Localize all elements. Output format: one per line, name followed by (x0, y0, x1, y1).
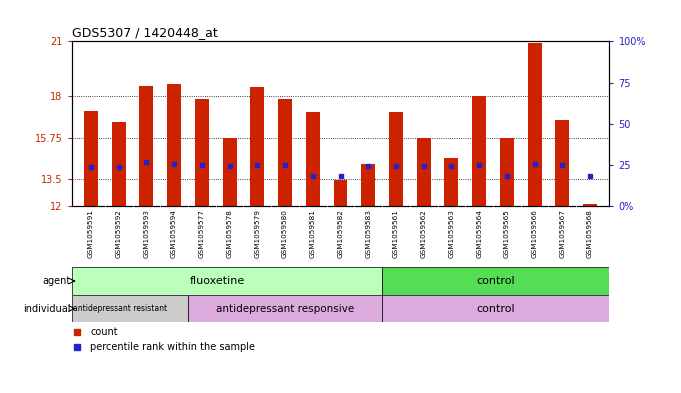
Text: GSM1059564: GSM1059564 (476, 209, 482, 258)
Text: GSM1059566: GSM1059566 (532, 209, 537, 258)
Text: control: control (477, 303, 515, 314)
Text: agent: agent (43, 276, 71, 286)
Bar (72, 295, 188, 322)
Bar (583, 204, 597, 206)
Bar (195, 99, 209, 206)
Text: GDS5307 / 1420448_at: GDS5307 / 1420448_at (72, 26, 217, 39)
Text: GSM1059568: GSM1059568 (587, 209, 593, 258)
Text: GSM1059578: GSM1059578 (227, 209, 233, 258)
Text: antidepressant responsive: antidepressant responsive (216, 303, 354, 314)
Text: control: control (477, 276, 515, 286)
Text: GSM1059565: GSM1059565 (504, 209, 510, 258)
Bar (389, 112, 403, 206)
Text: GSM1059563: GSM1059563 (448, 209, 454, 258)
Bar (72, 267, 382, 295)
Text: GSM1059583: GSM1059583 (365, 209, 371, 258)
Text: GSM1059582: GSM1059582 (338, 209, 343, 258)
Text: antidepressant resistant: antidepressant resistant (73, 304, 167, 313)
Text: individual: individual (23, 303, 71, 314)
Text: GSM1059579: GSM1059579 (254, 209, 260, 258)
Text: count: count (91, 327, 118, 337)
Text: GSM1059591: GSM1059591 (88, 209, 94, 258)
Text: GSM1059561: GSM1059561 (393, 209, 399, 258)
Text: GSM1059580: GSM1059580 (282, 209, 288, 258)
Bar (84, 111, 98, 206)
Bar (445, 158, 458, 206)
Text: GSM1059581: GSM1059581 (310, 209, 316, 258)
Bar (382, 295, 609, 322)
Bar (382, 267, 609, 295)
Text: GSM1059594: GSM1059594 (171, 209, 177, 258)
Bar (140, 86, 153, 206)
Text: GSM1059592: GSM1059592 (116, 209, 122, 258)
Bar (188, 295, 382, 322)
Bar (334, 180, 347, 206)
Bar (306, 112, 319, 206)
Text: GSM1059593: GSM1059593 (144, 209, 149, 258)
Bar (112, 122, 125, 206)
Text: percentile rank within the sample: percentile rank within the sample (91, 342, 255, 353)
Bar (528, 43, 541, 206)
Bar (278, 99, 292, 206)
Bar (472, 96, 486, 206)
Bar (500, 138, 514, 206)
Text: GSM1059562: GSM1059562 (421, 209, 427, 258)
Bar (251, 87, 264, 206)
Text: fluoxetine: fluoxetine (189, 276, 244, 286)
Bar (417, 138, 430, 206)
Bar (556, 120, 569, 206)
Text: GSM1059567: GSM1059567 (559, 209, 565, 258)
Text: GSM1059577: GSM1059577 (199, 209, 205, 258)
Bar (223, 138, 236, 206)
Bar (362, 164, 375, 206)
Bar (167, 84, 181, 206)
